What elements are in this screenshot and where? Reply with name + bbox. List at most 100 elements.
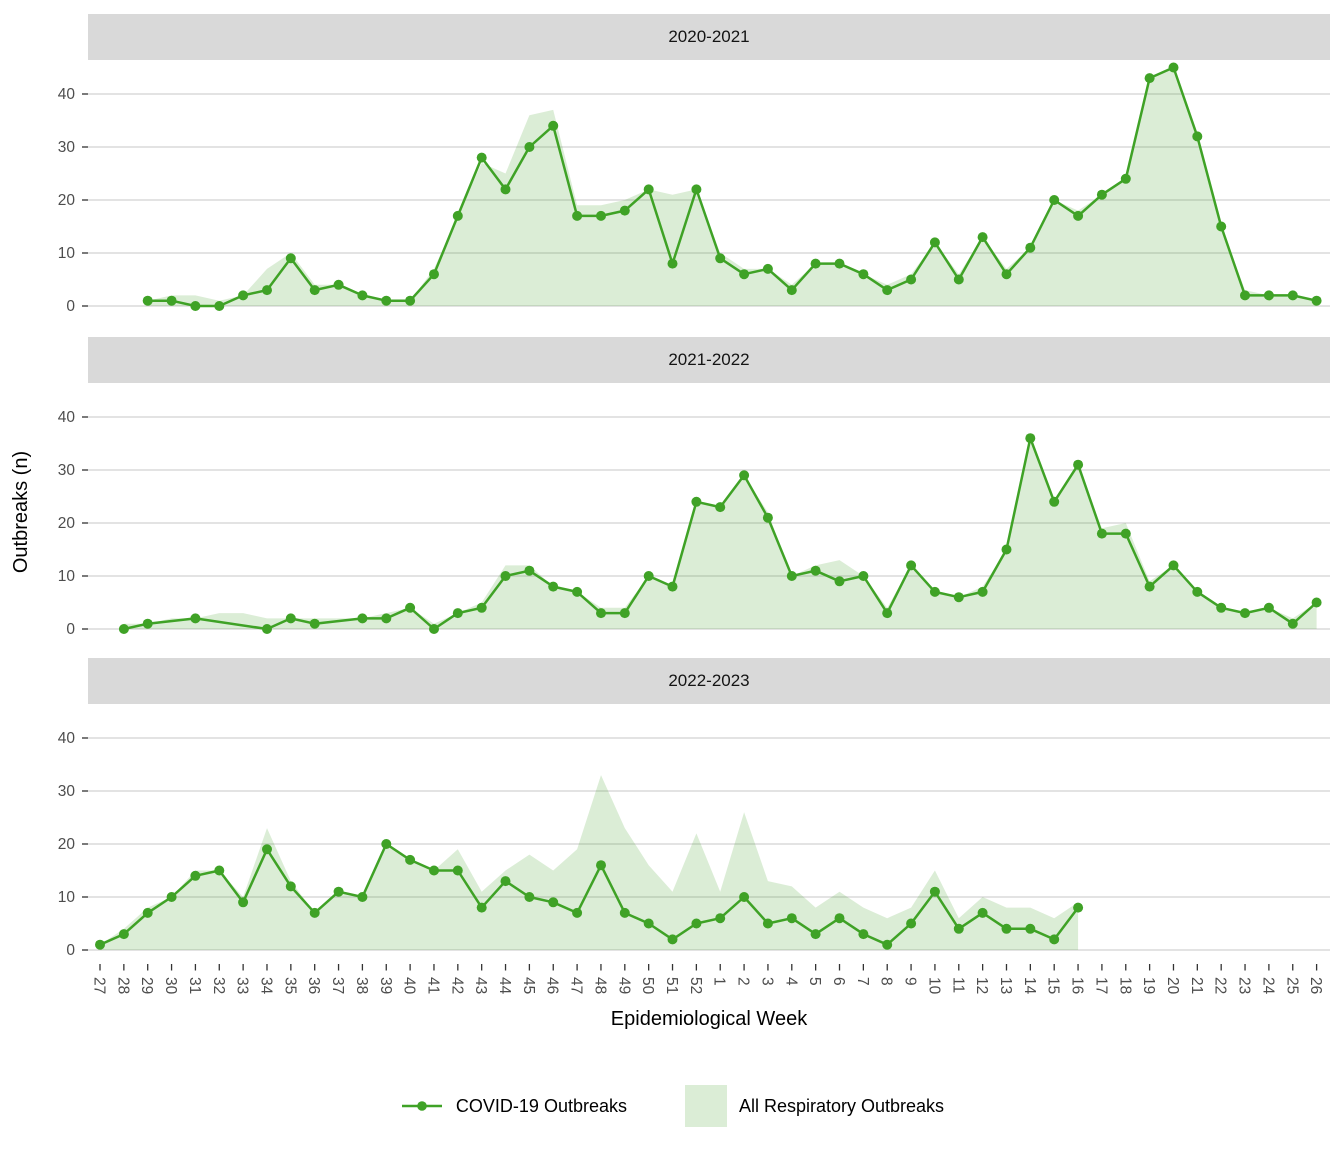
legend-item-respiratory: All Respiratory Outbreaks xyxy=(684,1085,944,1127)
x-tick-label: 10 xyxy=(925,977,942,995)
covid-point xyxy=(548,120,559,131)
panel-2021-2022: 0 10 20 30 40 xyxy=(58,409,1330,638)
y-tick-label: 20 xyxy=(58,515,76,532)
x-tick-label: 39 xyxy=(377,977,394,994)
legend-item-covid: COVID-19 Outbreaks xyxy=(400,1094,627,1118)
covid-point xyxy=(333,279,344,290)
covid-point xyxy=(190,301,201,311)
covid-point xyxy=(643,918,654,929)
covid-point xyxy=(643,184,654,195)
covid-point xyxy=(1049,195,1060,205)
covid-point xyxy=(619,205,630,216)
x-tick-label: 42 xyxy=(448,977,465,994)
facet-strip-2022-2023: 2022-2023 xyxy=(88,658,1330,704)
x-tick-label: 28 xyxy=(114,977,131,994)
area-legend-key-icon xyxy=(684,1085,727,1127)
covid-point xyxy=(858,269,869,280)
covid-point xyxy=(786,571,797,581)
x-tick-label: 6 xyxy=(830,977,847,986)
covid-point xyxy=(810,929,821,940)
covid-point xyxy=(929,886,940,897)
covid-point xyxy=(715,253,726,264)
x-tick-label: 18 xyxy=(1116,977,1133,994)
x-tick-label: 47 xyxy=(568,977,585,994)
covid-point xyxy=(906,918,917,929)
covid-point xyxy=(1144,581,1155,592)
x-tick-label: 30 xyxy=(162,977,179,995)
x-tick-label: 49 xyxy=(615,977,632,994)
facet-strip-label: 2022-2023 xyxy=(668,671,750,690)
covid-point xyxy=(739,892,750,902)
covid-point xyxy=(1049,496,1060,507)
x-tick-label: 9 xyxy=(902,977,919,986)
covid-point xyxy=(1096,528,1107,539)
x-tick-label: 48 xyxy=(591,977,608,994)
covid-point xyxy=(739,269,750,280)
covid-point xyxy=(285,613,296,624)
covid-point xyxy=(1240,608,1250,619)
covid-point xyxy=(762,263,773,274)
covid-point xyxy=(977,232,988,243)
x-tick-label: 23 xyxy=(1236,977,1253,994)
covid-point xyxy=(357,613,368,624)
covid-point xyxy=(906,274,917,285)
covid-point xyxy=(524,892,535,902)
panel-2022-2023: 0 10 20 30 40 xyxy=(58,730,1330,959)
covid-point xyxy=(667,581,678,592)
x-tick-label: 36 xyxy=(305,977,322,994)
covid-point xyxy=(524,565,535,576)
covid-point xyxy=(262,844,272,855)
covid-point xyxy=(405,295,416,306)
covid-point xyxy=(309,285,320,296)
x-tick-label: 43 xyxy=(472,977,489,994)
y-tick-label: 20 xyxy=(58,192,76,209)
y-tick-label: 40 xyxy=(58,730,76,747)
covid-point xyxy=(429,865,439,876)
resp-area xyxy=(147,67,1317,306)
covid-point xyxy=(882,939,893,950)
covid-point xyxy=(1001,269,1012,280)
covid-point xyxy=(1001,544,1012,555)
y-tick-label: 40 xyxy=(58,86,76,103)
x-tick-label: 25 xyxy=(1283,977,1300,994)
y-tick-label: 0 xyxy=(66,942,75,959)
covid-point xyxy=(524,142,535,152)
legend: COVID-19 Outbreaks All Respiratory Outbr… xyxy=(0,1076,1344,1136)
x-tick-label: 17 xyxy=(1092,977,1109,994)
x-tick-label: 29 xyxy=(138,977,155,994)
x-tick-label: 15 xyxy=(1045,977,1062,994)
covid-point xyxy=(190,870,201,881)
covid-point xyxy=(739,470,750,481)
covid-point xyxy=(834,576,845,587)
resp-area xyxy=(100,775,1079,950)
covid-point xyxy=(977,586,988,597)
covid-point xyxy=(309,907,320,918)
covid-point xyxy=(619,907,630,918)
x-tick-label: 31 xyxy=(186,977,203,994)
x-tick-label: 45 xyxy=(520,977,537,994)
covid-point xyxy=(1073,210,1084,221)
covid-point xyxy=(1049,934,1060,945)
x-tick-label: 40 xyxy=(401,977,418,995)
covid-point xyxy=(452,608,463,619)
x-tick-label: 11 xyxy=(949,977,966,993)
covid-point xyxy=(142,907,153,918)
covid-point xyxy=(381,839,392,849)
x-tick-label: 46 xyxy=(544,977,561,994)
line-point-legend-key-icon xyxy=(401,1101,442,1111)
x-tick-label: 32 xyxy=(210,977,227,994)
covid-point xyxy=(429,269,439,280)
covid-point xyxy=(953,592,964,603)
covid-point xyxy=(1216,602,1227,613)
y-tick-label: 0 xyxy=(66,298,75,315)
covid-point xyxy=(667,258,678,269)
covid-point xyxy=(309,618,320,629)
covid-point xyxy=(1025,242,1036,253)
x-tick-label: 22 xyxy=(1212,977,1229,994)
x-tick-label: 34 xyxy=(257,977,274,995)
x-tick-label: 4 xyxy=(782,977,799,986)
covid-point xyxy=(238,290,249,301)
y-tick-label: 20 xyxy=(58,836,76,853)
x-tick-label: 7 xyxy=(854,977,871,986)
